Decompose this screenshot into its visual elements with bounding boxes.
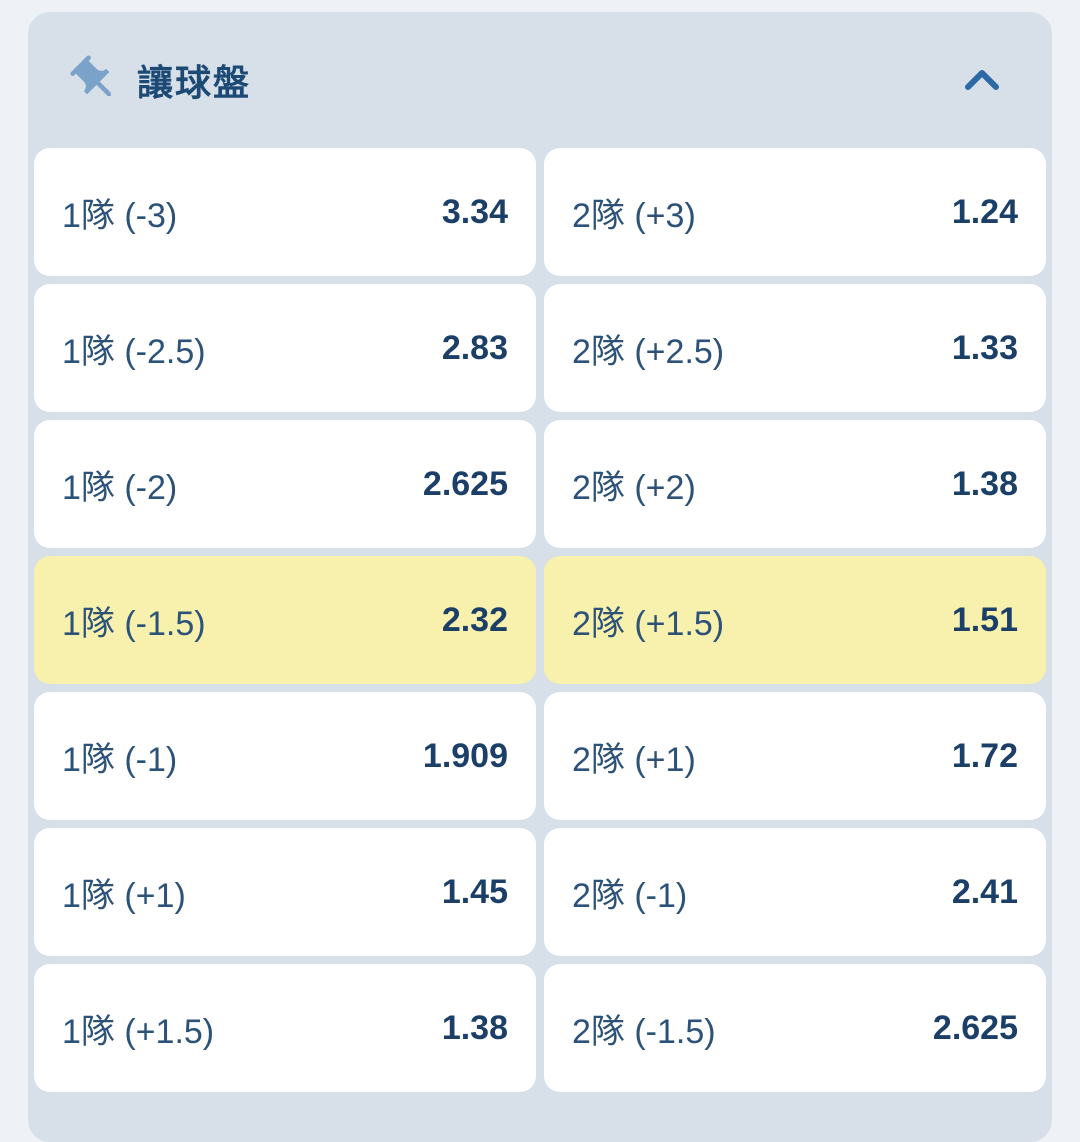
bet-odds: 2.83 [441,328,508,367]
bet-option-r4c1[interactable]: 1隊 (-1.5) 2.32 [34,556,536,684]
bet-option-r2c2[interactable]: 2隊 (+2.5) 1.33 [544,284,1046,412]
bet-odds: 2.32 [441,600,508,639]
bet-option-r1c1[interactable]: 1隊 (-3) 3.34 [34,148,536,276]
bet-label: 2隊 (+2) [572,468,696,507]
bet-option-r5c1[interactable]: 1隊 (-1) 1.909 [34,692,536,820]
bet-odds: 1.33 [951,328,1018,367]
bet-label: 1隊 (-1) [62,740,178,779]
bet-option-r4c2[interactable]: 2隊 (+1.5) 1.51 [544,556,1046,684]
bet-label: 1隊 (-1.5) [62,604,206,643]
bet-label: 1隊 (-3) [62,196,178,235]
bet-option-r3c1[interactable]: 1隊 (-2) 2.625 [34,420,536,548]
bet-odds: 2.41 [951,872,1018,911]
bet-odds: 1.51 [951,600,1018,639]
bet-odds: 1.38 [441,1008,508,1047]
handicap-odds-grid: 1隊 (-3) 3.34 2隊 (+3) 1.24 1隊 (-2.5) 2.83 2隊 (+… [28,148,1052,1092]
pushpin-icon [67,52,123,108]
bet-label: 2隊 (+1) [572,740,696,779]
bet-odds: 1.38 [951,464,1018,503]
bet-option-r7c1[interactable]: 1隊 (+1.5) 1.38 [34,964,536,1092]
bet-odds: 2.625 [422,464,508,503]
bet-odds: 2.625 [932,1008,1018,1047]
bet-option-r1c2[interactable]: 2隊 (+3) 1.24 [544,148,1046,276]
handicap-market-panel: 讓球盤 1隊 (-3) 3.34 2隊 (+3) 1.24 1隊 (-2.5) 2.83 2… [28,12,1052,1142]
bet-label: 2隊 (-1.5) [572,1012,716,1051]
bet-label: 2隊 (-1) [572,876,688,915]
bet-odds: 1.24 [951,192,1018,231]
bet-odds: 3.34 [441,192,508,231]
collapse-button[interactable] [958,56,1006,104]
bet-odds: 1.909 [422,736,508,775]
bet-label: 2隊 (+2.5) [572,332,725,371]
bet-option-r6c1[interactable]: 1隊 (+1) 1.45 [34,828,536,956]
bet-option-r7c2[interactable]: 2隊 (-1.5) 2.625 [544,964,1046,1092]
panel-title: 讓球盤 [137,62,252,103]
bet-option-r2c1[interactable]: 1隊 (-2.5) 2.83 [34,284,536,412]
bet-label: 1隊 (-2.5) [62,332,206,371]
bet-label: 1隊 (+1) [62,876,186,915]
bet-label: 1隊 (+1.5) [62,1012,215,1051]
bet-label: 1隊 (-2) [62,468,178,507]
bet-odds: 1.45 [441,872,508,911]
bet-odds: 1.72 [951,736,1018,775]
bet-option-r5c2[interactable]: 2隊 (+1) 1.72 [544,692,1046,820]
bet-label: 2隊 (+1.5) [572,604,725,643]
bet-option-r6c2[interactable]: 2隊 (-1) 2.41 [544,828,1046,956]
panel-header: 讓球盤 [28,12,1052,148]
bet-option-r3c2[interactable]: 2隊 (+2) 1.38 [544,420,1046,548]
chevron-up-icon [961,65,1003,95]
bet-label: 2隊 (+3) [572,196,696,235]
